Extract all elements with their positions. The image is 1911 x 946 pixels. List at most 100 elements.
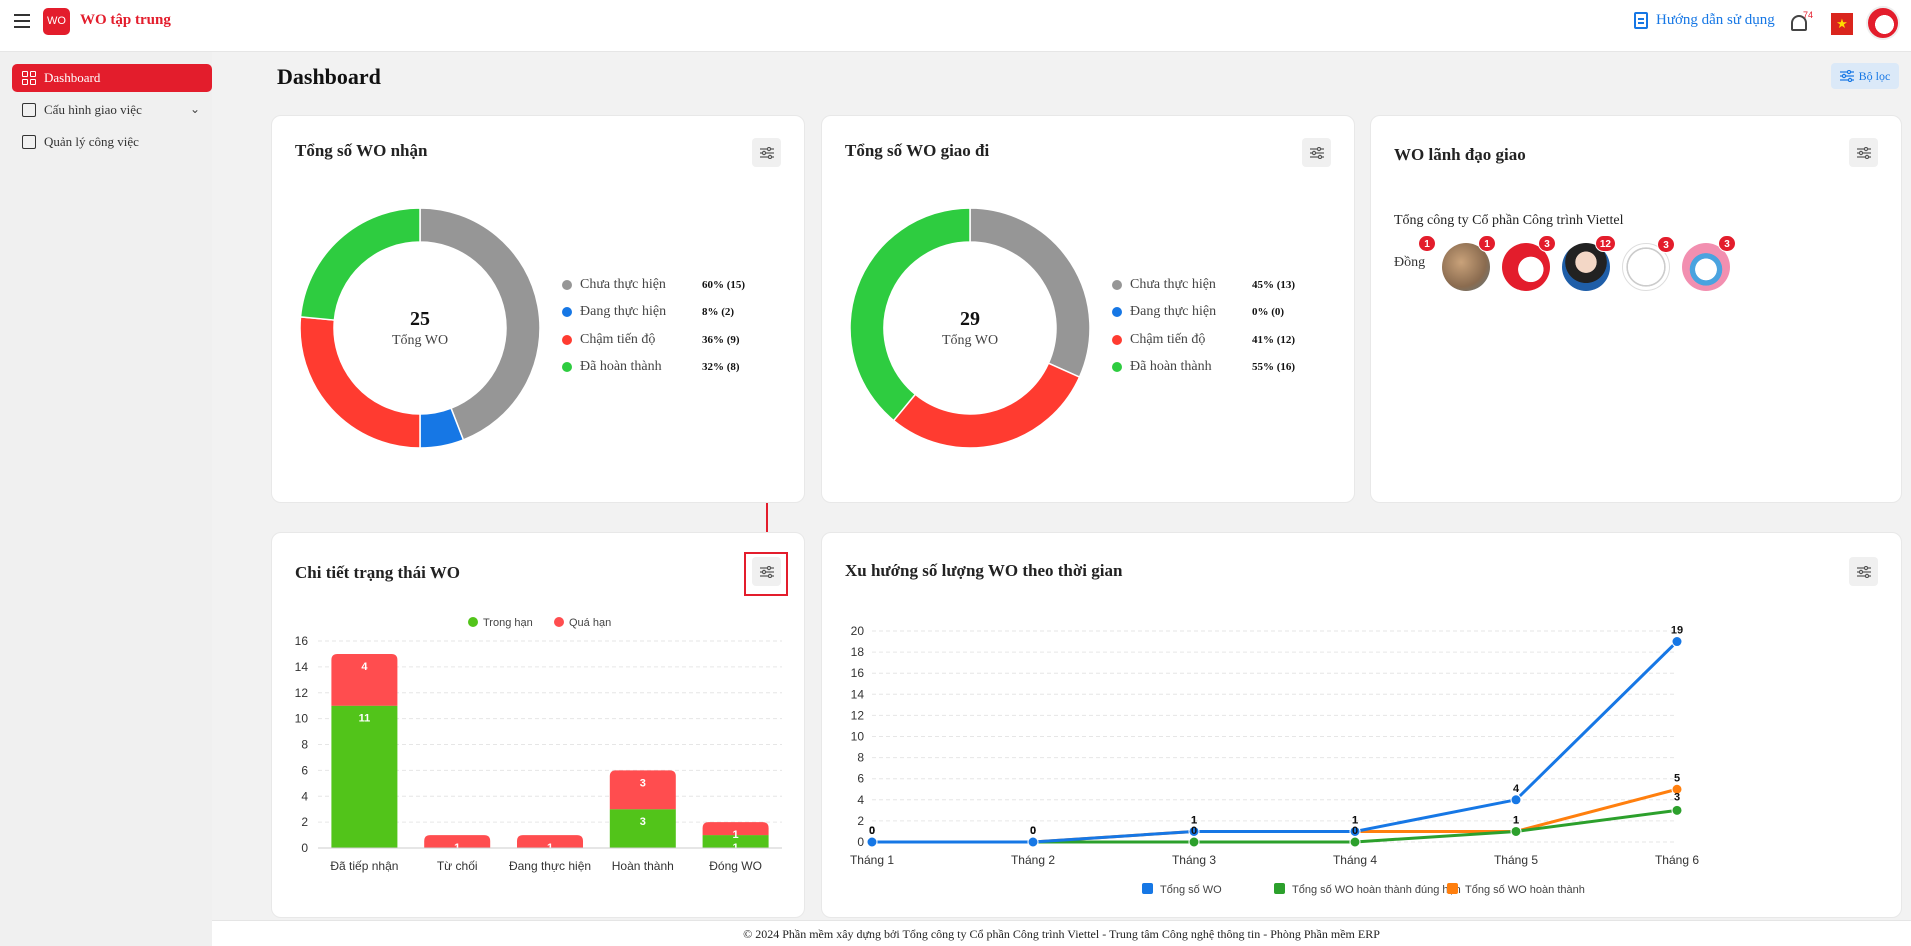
sidebar-item-work-management[interactable]: Quản lý công việc (12, 128, 212, 156)
bar-segment[interactable] (331, 705, 398, 848)
user-avatar[interactable] (1866, 6, 1900, 40)
y-tick-label: 2 (857, 814, 864, 828)
leader-avatar[interactable]: 3 (1502, 235, 1556, 291)
card-settings-button[interactable] (1849, 138, 1878, 167)
donut-slice[interactable] (419, 207, 541, 441)
donut-slice[interactable] (849, 207, 971, 422)
legend-label[interactable]: Tổng số WO hoàn thành (1465, 884, 1585, 896)
x-tick-label: Đóng WO (709, 859, 762, 873)
bar-segment[interactable] (517, 835, 583, 848)
donut-total: 25 (410, 307, 430, 330)
legend-item[interactable]: Đang thực hiện 8% (2) (562, 299, 745, 327)
legend-label[interactable]: Tổng số WO (1160, 884, 1222, 896)
data-point[interactable] (1027, 836, 1039, 848)
data-point[interactable] (1671, 804, 1683, 816)
app-logo[interactable]: WO (43, 8, 70, 35)
y-tick-label: 20 (851, 624, 865, 638)
data-value-label: 1 (1352, 814, 1358, 826)
data-value-label: 1 (1352, 814, 1358, 826)
x-tick-label: Tháng 2 (1011, 853, 1055, 867)
data-value-label: 1 (1513, 814, 1519, 826)
data-point[interactable] (1188, 825, 1200, 837)
status-detail-card: Chi tiết trạng thái WO 0 2 4 6 8 10 12 14 16 Tron… (271, 532, 805, 918)
series-line[interactable] (872, 787, 1678, 844)
legend-item[interactable]: Đã hoàn thành 32% (8) (562, 354, 745, 382)
document-icon (1634, 12, 1648, 29)
legend-item[interactable]: Chưa thực hiện 60% (15) (562, 271, 745, 299)
sidebar-item-dashboard[interactable]: Dashboard (12, 64, 212, 92)
bar-segment[interactable] (609, 770, 676, 810)
sliders-icon (759, 565, 774, 578)
legend-marker (1274, 883, 1285, 894)
card-settings-button[interactable] (752, 557, 781, 586)
filter-button[interactable]: Bộ lọc (1831, 63, 1899, 89)
leader-avatar[interactable]: 3 (1622, 236, 1675, 291)
sidebar-item-label: Quản lý công việc (44, 134, 139, 149)
legend-label[interactable]: Tổng số WO hoàn thành đúng hạn (1292, 884, 1461, 896)
sidebar-item-task-config[interactable]: Cấu hình giao việc ⌄ (12, 96, 212, 124)
data-point[interactable] (866, 836, 878, 848)
bar-segment[interactable] (609, 809, 676, 848)
highlight-box (744, 552, 788, 596)
sliders-icon (1856, 565, 1871, 578)
data-value-label: 0 (869, 825, 875, 837)
leader-avatar-list: Đồng 1 1 3 12 3 3 (1394, 235, 1736, 291)
legend-value: 32% (8) (702, 361, 740, 374)
data-value-label: 0 (1030, 825, 1036, 837)
app-title[interactable]: WO tập trung (80, 12, 171, 28)
data-point[interactable] (1671, 636, 1683, 648)
annotation-arrow (766, 503, 768, 541)
bar-segment[interactable] (331, 653, 398, 706)
count-badge: 1 (1478, 235, 1496, 252)
legend-name: Chưa thực hiện (580, 276, 666, 292)
notification-count: 74 (1803, 10, 1814, 20)
legend-item[interactable]: Chưa thực hiện 45% (13) (1112, 271, 1295, 299)
count-badge: 3 (1718, 235, 1736, 252)
y-tick-label: 18 (851, 645, 865, 659)
card-settings-button[interactable] (1302, 138, 1331, 167)
bar-value-label: 11 (359, 713, 371, 725)
leader-avatar[interactable]: Đồng 1 (1394, 235, 1436, 291)
language-flag[interactable]: ★ (1831, 13, 1853, 35)
donut-slice[interactable] (299, 207, 421, 321)
bar-segment[interactable] (702, 835, 769, 848)
leader-avatar[interactable]: 1 (1442, 235, 1496, 291)
data-point[interactable] (1349, 836, 1361, 848)
data-point[interactable] (1349, 825, 1361, 837)
legend-item[interactable]: Đang thực hiện 0% (0) (1112, 299, 1295, 327)
legend-marker (468, 617, 478, 627)
chevron-down-icon[interactable]: ⌄ (189, 102, 200, 116)
bar-segment[interactable] (424, 835, 491, 848)
series-line[interactable] (872, 640, 1679, 844)
avatar-alt-text: Đồng (1394, 255, 1426, 270)
donut-total: 29 (960, 307, 980, 330)
legend-label[interactable]: Trong hạn (483, 617, 533, 629)
legend-item[interactable]: Chậm tiến độ 36% (9) (562, 326, 745, 354)
data-point[interactable] (1510, 825, 1522, 837)
legend-item[interactable]: Chậm tiến độ 41% (12) (1112, 326, 1295, 354)
leader-avatar[interactable]: 3 (1682, 235, 1736, 291)
bar-value-label: 4 (361, 661, 368, 673)
card-settings-button[interactable] (752, 138, 781, 167)
menu-icon[interactable] (14, 14, 30, 28)
series-line[interactable] (872, 808, 1678, 844)
card-settings-button[interactable] (1849, 557, 1878, 586)
leader-avatar[interactable]: 12 (1562, 235, 1616, 291)
data-point[interactable] (1510, 794, 1522, 806)
received-wo-card: Tổng số WO nhận 25 Tổng WO Chưa thực hiệ… (271, 115, 805, 503)
legend-name: Đang thực hiện (580, 304, 667, 320)
dashboard-icon (22, 71, 36, 85)
data-point[interactable] (1188, 836, 1200, 848)
notification-button[interactable]: 74 (1789, 10, 1813, 36)
x-tick-label: Tháng 3 (1172, 853, 1216, 867)
user-guide-link[interactable]: Hướng dẫn sử dụng (1634, 12, 1775, 29)
legend-item[interactable]: Đã hoàn thành 55% (16) (1112, 354, 1295, 382)
card-title: Tổng số WO giao đi (845, 141, 990, 160)
legend-value: 55% (16) (1252, 361, 1296, 374)
legend-label[interactable]: Quá hạn (569, 617, 611, 629)
page-title: Dashboard (277, 64, 381, 89)
bar-segment[interactable] (702, 822, 769, 836)
data-point[interactable] (1671, 783, 1683, 795)
x-tick-label: Tháng 1 (850, 853, 894, 867)
data-value-label: 0 (1030, 825, 1036, 837)
